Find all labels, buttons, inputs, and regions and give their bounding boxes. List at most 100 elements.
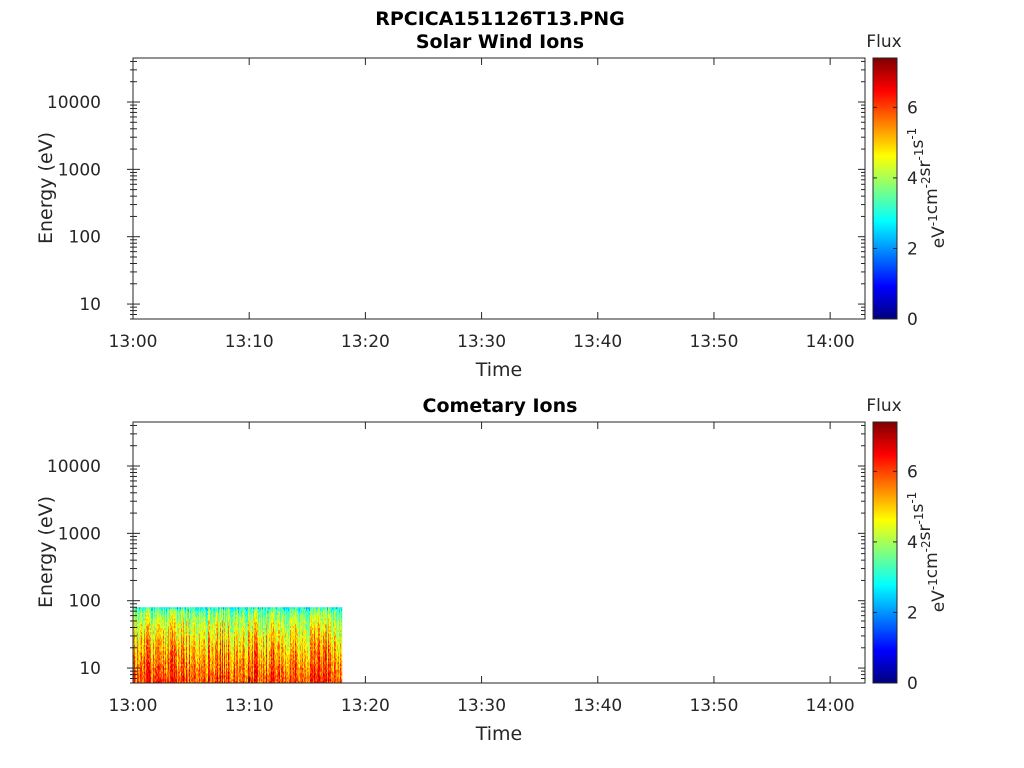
spectrogram-cell bbox=[243, 665, 245, 669]
spectrogram-cell bbox=[198, 648, 200, 652]
spectrogram-cell bbox=[149, 616, 151, 619]
spectrogram-cell bbox=[147, 622, 149, 625]
spectrogram-cell bbox=[183, 645, 185, 648]
spectrogram-cell bbox=[212, 607, 214, 610]
spectrogram-cell bbox=[211, 624, 213, 627]
spectrogram-cell bbox=[253, 639, 255, 642]
spectrogram-cell bbox=[218, 643, 220, 646]
spectrogram-cell bbox=[190, 611, 192, 614]
spectrogram-cell bbox=[184, 647, 186, 650]
colorbar-label-exponent: -1 bbox=[926, 214, 940, 226]
spectrogram-cell bbox=[235, 620, 237, 623]
spectrogram-cell bbox=[144, 669, 146, 673]
spectrogram-cell bbox=[188, 660, 190, 663]
spectrogram-cell bbox=[184, 633, 186, 637]
spectrogram-cell bbox=[163, 665, 165, 669]
spectrogram-cell bbox=[187, 665, 189, 669]
spectrogram-cell bbox=[253, 656, 255, 659]
spectrogram-cell bbox=[198, 626, 200, 629]
spectrogram-cell bbox=[188, 662, 190, 665]
spectrogram-cell bbox=[139, 647, 141, 650]
spectrogram-cell bbox=[236, 660, 238, 663]
spectrogram-cell bbox=[139, 628, 141, 631]
spectrogram-cell bbox=[219, 647, 221, 650]
spectrogram-cell bbox=[158, 681, 160, 683]
spectrogram-cell bbox=[239, 681, 241, 683]
spectrogram-cell bbox=[135, 648, 137, 652]
spectrogram-cell bbox=[191, 637, 193, 640]
spectrogram-cell bbox=[152, 633, 154, 637]
spectrogram-cell bbox=[203, 652, 205, 655]
spectrogram-cell bbox=[159, 635, 161, 638]
spectrogram-cell bbox=[192, 673, 194, 676]
spectrogram-cell bbox=[162, 614, 164, 618]
spectrogram-cell bbox=[251, 628, 253, 631]
spectrogram-cell bbox=[180, 612, 182, 616]
spectrogram-cell bbox=[178, 622, 180, 625]
spectrogram-cell bbox=[167, 629, 169, 633]
spectrogram-cell bbox=[198, 637, 200, 640]
spectrogram-cell bbox=[150, 679, 152, 682]
spectrogram-cell bbox=[208, 654, 210, 657]
spectrogram-cell bbox=[239, 662, 241, 665]
spectrogram-cell bbox=[151, 658, 153, 661]
spectrogram-cell bbox=[138, 650, 140, 654]
spectrogram-cell bbox=[208, 637, 210, 640]
spectrogram-cell bbox=[245, 612, 247, 616]
spectrogram-cell bbox=[246, 645, 248, 648]
spectrogram-cell bbox=[153, 614, 155, 618]
spectrogram-cell bbox=[156, 667, 158, 671]
spectrogram-cell bbox=[207, 622, 209, 625]
spectrogram-cell bbox=[215, 611, 217, 614]
spectrogram-cell bbox=[173, 628, 175, 631]
spectrogram-cell bbox=[233, 654, 235, 657]
spectrogram-cell bbox=[174, 665, 176, 669]
spectrogram-cell bbox=[247, 681, 249, 683]
spectrogram-cell bbox=[195, 633, 197, 637]
spectrogram-cell bbox=[227, 633, 229, 637]
spectrogram-cell bbox=[213, 675, 215, 678]
spectrogram-cell bbox=[151, 671, 153, 674]
spectrogram-cell bbox=[213, 612, 215, 616]
spectrogram-cell bbox=[222, 635, 224, 638]
spectrogram-cell bbox=[236, 616, 238, 619]
spectrogram-cell bbox=[136, 628, 138, 631]
spectrogram-cell bbox=[196, 626, 198, 629]
spectrogram-cell bbox=[147, 645, 149, 648]
spectrogram-cell bbox=[154, 647, 156, 650]
spectrogram-cell bbox=[174, 654, 176, 657]
colorbar-label-exponent: -2 bbox=[919, 176, 933, 188]
spectrogram-cell bbox=[244, 675, 246, 678]
spectrogram-cell bbox=[180, 669, 182, 673]
spectrogram-cell bbox=[133, 639, 135, 642]
spectrogram-cell bbox=[170, 618, 172, 621]
spectrogram-cell bbox=[161, 641, 163, 644]
spectrogram-cell bbox=[213, 631, 215, 635]
spectrogram-cell bbox=[247, 629, 249, 633]
spectrogram-cell bbox=[239, 669, 241, 673]
spectrogram-cell bbox=[133, 633, 135, 637]
spectrogram-cell bbox=[157, 675, 159, 678]
spectrogram-cell bbox=[168, 652, 170, 655]
spectrogram-cell bbox=[243, 607, 245, 610]
spectrogram-cell bbox=[145, 637, 147, 640]
spectrogram-cell bbox=[136, 681, 138, 683]
spectrogram-cell bbox=[166, 626, 168, 629]
spectrogram-cell bbox=[162, 629, 164, 633]
spectrogram-cell bbox=[150, 628, 152, 631]
spectrogram-cell bbox=[163, 677, 165, 680]
spectrogram-cell bbox=[139, 618, 141, 621]
spectrogram-cell bbox=[210, 616, 212, 619]
spectrogram-cell bbox=[242, 618, 244, 621]
spectrogram-cell bbox=[173, 671, 175, 674]
spectrogram-cell bbox=[221, 620, 223, 623]
spectrogram-cell bbox=[245, 631, 247, 635]
spectrogram-cell bbox=[246, 679, 248, 682]
spectrogram-cell bbox=[184, 665, 186, 669]
spectrogram-cell bbox=[208, 647, 210, 650]
spectrogram-cell bbox=[167, 671, 169, 674]
spectrogram-cell bbox=[207, 662, 209, 665]
spectrogram-cell bbox=[184, 679, 186, 682]
spectrogram-cell bbox=[164, 662, 166, 665]
spectrogram-cell bbox=[189, 609, 191, 612]
